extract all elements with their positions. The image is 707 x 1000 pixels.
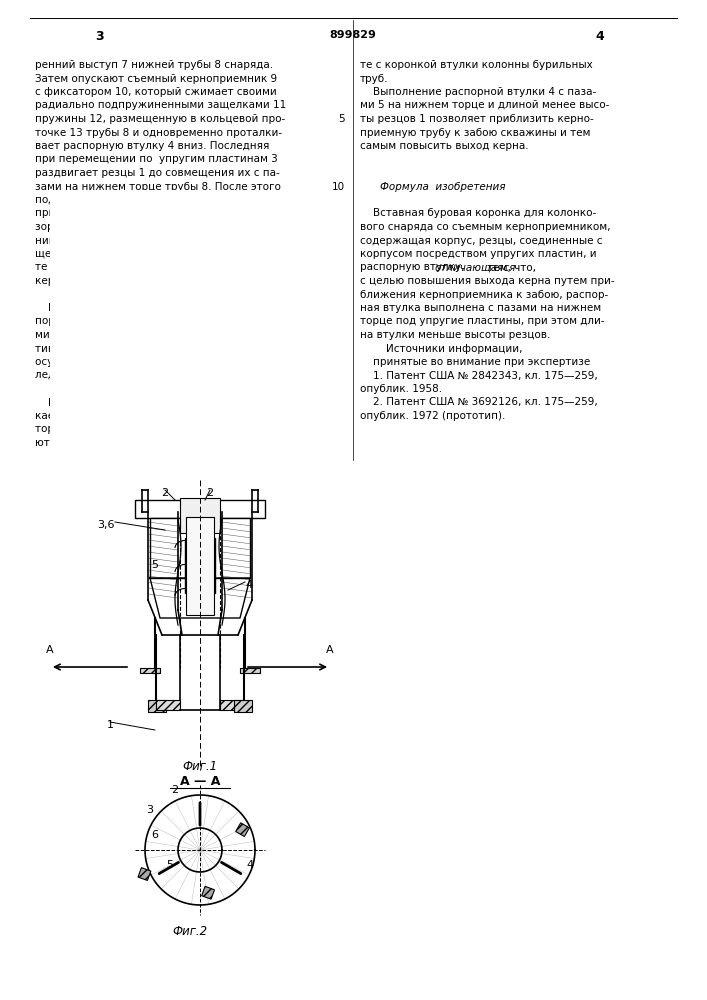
Text: Затем опускают съемный керноприемник 9: Затем опускают съемный керноприемник 9 [35, 74, 277, 84]
Bar [234, 700, 252, 712]
Text: принятые во внимание при экспертизе: принятые во внимание при экспертизе [360, 357, 590, 367]
Text: пружины 12, размещенную в кольцевой про-: пружины 12, размещенную в кольцевой про- [35, 114, 285, 124]
Text: ближения керноприемника к забою, распор-: ближения керноприемника к забою, распор- [360, 290, 608, 300]
Text: с фиксатором 10, который сжимает своими: с фиксатором 10, который сжимает своими [35, 87, 276, 97]
Bar [220, 700, 244, 710]
Text: Источники информации,: Источники информации, [360, 344, 522, 354]
Text: приемник 9 поднимается вверх, оставляя за-: приемник 9 поднимается вверх, оставляя з… [35, 209, 286, 219]
Text: керноприемника 9, заполняемого керном.: керноприемника 9, заполняемого керном. [35, 276, 270, 286]
Text: При износе коронки ее поднимают спус-: При износе коронки ее поднимают спус- [35, 397, 274, 408]
Text: осуществляя дополнительное крепление пос-: осуществляя дополнительное крепление пос… [35, 357, 291, 367]
Text: ника 9, необходимый для развязки вращаю-: ника 9, необходимый для развязки вращаю- [35, 235, 281, 245]
Text: отличающаяся: отличающаяся [435, 262, 516, 272]
Text: 4: 4 [595, 30, 604, 43]
Text: 3: 3 [146, 805, 153, 815]
Bar [235, 823, 250, 836]
Text: 4: 4 [247, 860, 254, 870]
Text: А — А: А — А [180, 775, 220, 788]
Text: торого под действием пружин 15 захватыва-: торого под действием пружин 15 захватыва… [35, 424, 286, 434]
Text: каемым на канате ловителем, плашки 14 ко-: каемым на канате ловителем, плашки 14 ко… [35, 411, 284, 421]
Text: щейся при бурении распорной втулки 4 вмес-: щейся при бурении распорной втулки 4 вме… [35, 249, 290, 259]
Bar [180, 498, 220, 533]
Text: под действием сжатой пружины 12 керно-: под действием сжатой пружины 12 керно- [35, 195, 273, 205]
Text: вает распорную втулку 4 вниз. Последняя: вает распорную втулку 4 вниз. Последняя [35, 141, 269, 151]
Text: Фиг.2: Фиг.2 [173, 925, 208, 938]
Text: 20: 20 [332, 316, 345, 326]
Text: порная втулка 4 своими продольными паза-: порная втулка 4 своими продольными паза- [35, 316, 280, 326]
Text: ная втулка выполнена с пазами на нижнем: ная втулка выполнена с пазами на нижнем [360, 303, 601, 313]
Text: 1: 1 [107, 720, 114, 730]
Text: Во время посадки внутри резцов 1 рас-: Во время посадки внутри резцов 1 рас- [35, 303, 267, 313]
Bar [138, 868, 151, 880]
Text: при перемещении по  упругим пластинам 3: при перемещении по упругим пластинам 3 [35, 154, 278, 164]
Bar [240, 668, 260, 673]
Text: труб.: труб. [360, 74, 389, 84]
Text: ренний выступ 7 нижней трубы 8 снаряда.: ренний выступ 7 нижней трубы 8 снаряда. [35, 60, 273, 70]
Text: Вставная буровая коронка для колонко-: Вставная буровая коронка для колонко- [360, 209, 596, 219]
Text: 6: 6 [151, 830, 158, 840]
Text: 5: 5 [167, 860, 173, 870]
Text: 899829: 899829 [329, 30, 376, 40]
Text: Формула  изобретения: Формула изобретения [380, 182, 506, 192]
Text: корпусом посредством упругих пластин, и: корпусом посредством упругих пластин, и [360, 249, 597, 259]
Text: 3: 3 [95, 30, 105, 43]
Text: тинам 3, а пазами 5 садится на резцы 1,: тинам 3, а пазами 5 садится на резцы 1, [35, 344, 259, 354]
Text: те с коронкой втулки колонны бурильных: те с коронкой втулки колонны бурильных [360, 60, 592, 70]
Text: самым повысить выход керна.: самым повысить выход керна. [360, 141, 529, 151]
Bar [135, 500, 265, 518]
Text: 2: 2 [206, 488, 214, 498]
Bar [156, 700, 180, 710]
Text: Фиг.1: Фиг.1 [182, 760, 218, 773]
Text: распорную втулку,: распорную втулку, [360, 262, 468, 272]
Text: ми 5 на нижнем торце и длиной менее высо-: ми 5 на нижнем торце и длиной менее высо… [360, 101, 609, 110]
Bar [148, 700, 166, 712]
Text: 2: 2 [161, 488, 168, 498]
Text: ют распорную втулку 4 и поднимают ее вмес-: ют распорную втулку 4 и поднимают ее вме… [35, 438, 290, 448]
Text: приемную трубу к забою скважины и тем: приемную трубу к забою скважины и тем [360, 127, 590, 137]
Text: ты резцов 1 позволяет приблизить керно-: ты резцов 1 позволяет приблизить керно- [360, 114, 594, 124]
Text: 5: 5 [151, 560, 158, 570]
Text: 2: 2 [171, 785, 179, 795]
Text: 10: 10 [332, 182, 345, 192]
Text: с целью повышения выхода керна путем при-: с целью повышения выхода керна путем при… [360, 276, 614, 286]
Text: раздвигает резцы 1 до совмещения их с па-: раздвигает резцы 1 до совмещения их с па… [35, 168, 280, 178]
Text: зами на нижнем торце трубы 8. После этого: зами на нижнем торце трубы 8. После этог… [35, 182, 281, 192]
Text: 15: 15 [332, 249, 345, 259]
Bar [50, 190, 350, 490]
Text: А: А [46, 645, 54, 655]
Text: 1. Патент США № 2842343, кл. 175—259,: 1. Патент США № 2842343, кл. 175—259, [360, 370, 597, 380]
Text: Выполнение распорной втулки 4 с паза-: Выполнение распорной втулки 4 с паза- [360, 87, 596, 97]
Text: тем, что,: тем, что, [484, 262, 537, 272]
Text: зор между торцами втулки 4 и керноприем-: зор между торцами втулки 4 и керноприем- [35, 222, 280, 232]
FancyArrowPatch shape [159, 862, 179, 874]
Text: точке 13 трубы 8 и одновременно проталки-: точке 13 трубы 8 и одновременно проталки… [35, 127, 282, 137]
FancyArrowPatch shape [221, 862, 241, 874]
Text: содержащая корпус, резцы, соединенные с: содержащая корпус, резцы, соединенные с [360, 235, 602, 245]
Text: опублик. 1972 (прототип).: опублик. 1972 (прототип). [360, 411, 506, 421]
Bar [150, 518, 250, 578]
Text: те с резцами 1 коронки от невращающегося: те с резцами 1 коронки от невращающегося [35, 262, 282, 272]
Text: вого снаряда со съемным керноприемником,: вого снаряда со съемным керноприемником, [360, 222, 611, 232]
Text: 4: 4 [245, 580, 252, 590]
Bar [140, 668, 160, 673]
Bar [186, 517, 214, 615]
Text: ледних в пазах трубы 8.: ледних в пазах трубы 8. [35, 370, 169, 380]
Text: А: А [326, 645, 334, 655]
Text: 3,6: 3,6 [98, 520, 115, 530]
Text: 2. Патент США № 3692126, кл. 175—259,: 2. Патент США № 3692126, кл. 175—259, [360, 397, 597, 408]
Text: на втулки меньше высоты резцов.: на втулки меньше высоты резцов. [360, 330, 550, 340]
Text: опублик. 1958.: опублик. 1958. [360, 384, 442, 394]
Text: радиально подпружиненными защелками 11: радиально подпружиненными защелками 11 [35, 101, 286, 110]
Bar [201, 886, 214, 899]
Text: ми 6 проскальзывает вниз по упругим плас-: ми 6 проскальзывает вниз по упругим плас… [35, 330, 280, 340]
Bar [185, 538, 215, 593]
Text: 5: 5 [339, 114, 345, 124]
Text: торце под упругие пластины, при этом дли-: торце под упругие пластины, при этом дли… [360, 316, 604, 326]
